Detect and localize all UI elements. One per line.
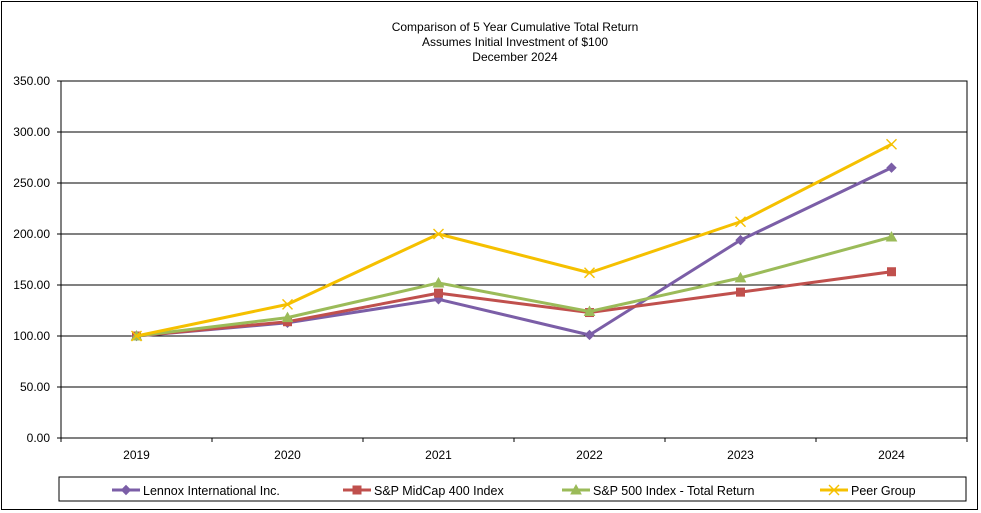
series-3 [131, 138, 897, 342]
y-tick-label: 50.00 [20, 380, 50, 394]
y-tick-label: 300.00 [13, 125, 50, 139]
x-tick-label: 2023 [727, 448, 754, 462]
data-point [584, 329, 595, 341]
legend-box [58, 476, 967, 502]
data-point [734, 271, 747, 283]
legend-item: Lennox International Inc. [112, 484, 280, 498]
legend-item: S&P MidCap 400 Index [343, 484, 504, 498]
chart-title-line-2: Assumes Initial Investment of $100 [422, 35, 608, 49]
data-point [886, 138, 897, 150]
data-point [735, 216, 746, 228]
data-point [434, 288, 443, 298]
x-marker-stroke [828, 484, 840, 496]
legend-label: Lennox International Inc. [143, 484, 280, 498]
x-marker-stroke [886, 138, 897, 150]
y-tick-label: 350.00 [13, 74, 50, 88]
legend-marker [828, 484, 840, 496]
data-point [432, 276, 445, 288]
legend-marker [120, 484, 132, 496]
legend: Lennox International Inc. S&P MidCap 400 … [58, 476, 967, 502]
legend-marker [352, 485, 362, 495]
series-line [136, 235, 892, 338]
data-point [885, 231, 898, 242]
x-marker-stroke [433, 228, 444, 240]
y-tick-label: 100.00 [13, 329, 50, 343]
x-axis: 2019 2020 2021 2022 2023 2024 [60, 438, 968, 462]
gridlines [61, 131, 967, 388]
chart-title: Comparison of 5 Year Cumulative Total Re… [392, 20, 639, 64]
x-tick-label: 2022 [576, 448, 603, 462]
x-tick-label: 2019 [123, 448, 150, 462]
legend-item: Peer Group [820, 484, 916, 498]
data-point [736, 287, 745, 297]
plot-area [60, 80, 968, 439]
y-tick-label: 0.00 [27, 431, 51, 445]
x-tick-label: 2020 [274, 448, 301, 462]
y-tick-label: 200.00 [13, 227, 50, 241]
chart-title-line-1: Comparison of 5 Year Cumulative Total Re… [392, 20, 639, 34]
legend-label: S&P 500 Index - Total Return [593, 484, 754, 498]
data-point [131, 330, 142, 342]
series-line [136, 142, 893, 338]
data-point [583, 305, 596, 317]
series-layer [130, 138, 898, 342]
data-point [281, 311, 294, 323]
data-point [282, 298, 293, 310]
legend-marker [570, 483, 582, 495]
x-tick-label: 2024 [878, 448, 905, 462]
data-point [433, 228, 444, 240]
legend-label: Peer Group [851, 484, 916, 498]
data-point [584, 267, 595, 279]
x-marker-stroke [735, 216, 746, 228]
y-tick-label: 150.00 [13, 278, 50, 292]
data-point [887, 267, 896, 277]
x-marker-stroke [584, 267, 595, 279]
data-point [886, 162, 897, 173]
y-tick-label: 250.00 [13, 176, 50, 190]
series-line [136, 270, 892, 338]
legend-item: S&P 500 Index - Total Return [562, 483, 754, 498]
x-tick-label: 2021 [425, 448, 452, 462]
chart-title-line-3: December 2024 [472, 50, 558, 64]
x-marker-stroke [131, 330, 142, 342]
data-point [735, 234, 746, 246]
y-axis: 0.00 50.00 100.00 150.00 200.00 250.00 300.00 3… [13, 74, 61, 445]
legend-label: S&P MidCap 400 Index [374, 484, 504, 498]
x-marker-stroke [282, 298, 293, 310]
